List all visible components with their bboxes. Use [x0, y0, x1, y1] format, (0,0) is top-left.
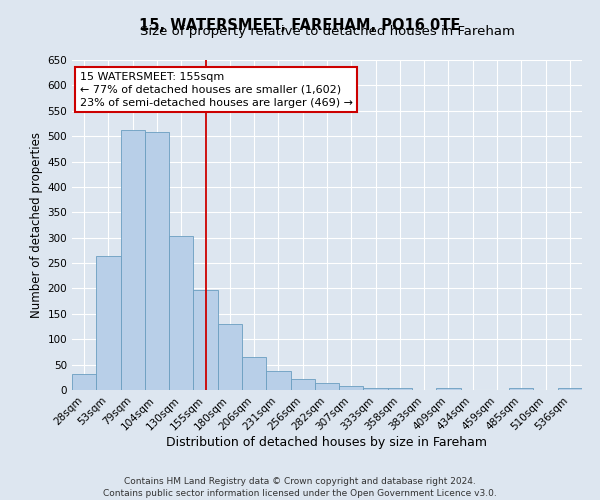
Bar	[145, 132, 169, 390]
Bar	[315, 383, 339, 390]
Bar	[169, 236, 193, 390]
Text: 15 WATERSMEET: 155sqm
← 77% of detached houses are smaller (1,602)
23% of semi-d: 15 WATERSMEET: 155sqm ← 77% of detached …	[80, 72, 353, 108]
Y-axis label: Number of detached properties: Number of detached properties	[30, 132, 43, 318]
Bar	[436, 388, 461, 390]
Bar	[218, 324, 242, 390]
Bar	[558, 388, 582, 390]
Bar	[364, 388, 388, 390]
X-axis label: Distribution of detached houses by size in Fareham: Distribution of detached houses by size …	[167, 436, 487, 449]
Text: 15, WATERSMEET, FAREHAM, PO16 0TE: 15, WATERSMEET, FAREHAM, PO16 0TE	[139, 18, 461, 32]
Title: Size of property relative to detached houses in Fareham: Size of property relative to detached ho…	[140, 25, 514, 38]
Bar	[509, 388, 533, 390]
Bar	[96, 256, 121, 390]
Bar	[242, 357, 266, 390]
Bar	[388, 388, 412, 390]
Text: Contains HM Land Registry data © Crown copyright and database right 2024.
Contai: Contains HM Land Registry data © Crown c…	[103, 476, 497, 498]
Bar	[339, 386, 364, 390]
Bar	[266, 370, 290, 390]
Bar	[193, 290, 218, 390]
Bar	[290, 379, 315, 390]
Bar	[72, 374, 96, 390]
Bar	[121, 130, 145, 390]
